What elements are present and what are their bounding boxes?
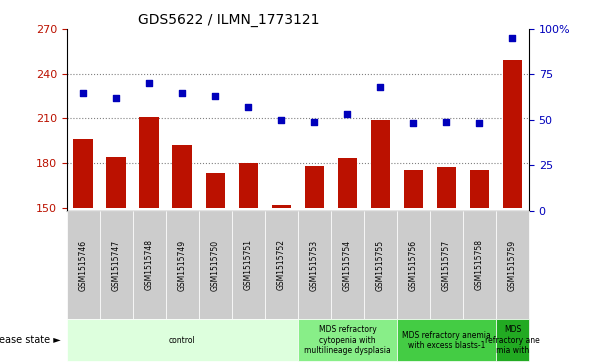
Bar: [238, 163, 258, 208]
Text: GSM1515749: GSM1515749: [178, 240, 187, 290]
Point: [309, 119, 319, 125]
Point: [376, 84, 385, 90]
Point: [277, 117, 286, 123]
Point: [342, 111, 352, 117]
Text: GSM1515748: GSM1515748: [145, 240, 154, 290]
Text: MDS
refractory ane
mia with: MDS refractory ane mia with: [485, 325, 540, 355]
Point: [475, 121, 485, 126]
Point: [145, 81, 154, 86]
Bar: [272, 205, 291, 208]
Bar: [305, 166, 324, 208]
Bar: [173, 145, 192, 208]
Point: [244, 104, 254, 110]
Text: GSM1515753: GSM1515753: [310, 240, 319, 290]
Text: disease state ►: disease state ►: [0, 335, 61, 345]
Point: [441, 119, 451, 125]
Text: control: control: [169, 336, 196, 345]
Text: MDS refractory
cytopenia with
multilineage dysplasia: MDS refractory cytopenia with multilinea…: [304, 325, 391, 355]
Text: GSM1515746: GSM1515746: [79, 240, 88, 290]
Text: GSM1515751: GSM1515751: [244, 240, 253, 290]
Bar: [469, 170, 489, 208]
Bar: [337, 159, 358, 208]
Text: GSM1515759: GSM1515759: [508, 240, 517, 290]
Text: GSM1515747: GSM1515747: [112, 240, 121, 290]
Text: GSM1515752: GSM1515752: [277, 240, 286, 290]
Point: [178, 90, 187, 95]
Bar: [106, 157, 126, 208]
Point: [210, 93, 220, 99]
Title: GDS5622 / ILMN_1773121: GDS5622 / ILMN_1773121: [138, 13, 319, 26]
Bar: [370, 120, 390, 208]
Text: GSM1515755: GSM1515755: [376, 240, 385, 290]
Text: GSM1515758: GSM1515758: [475, 240, 484, 290]
Point: [409, 121, 418, 126]
Point: [78, 90, 88, 95]
Text: GSM1515750: GSM1515750: [211, 240, 220, 290]
Bar: [404, 170, 423, 208]
Bar: [206, 174, 226, 208]
Point: [508, 35, 517, 41]
Bar: [139, 117, 159, 208]
Bar: [437, 167, 457, 208]
Bar: [74, 139, 93, 208]
Point: [111, 95, 121, 101]
Text: GSM1515756: GSM1515756: [409, 240, 418, 290]
Text: GSM1515754: GSM1515754: [343, 240, 352, 290]
Text: MDS refractory anemia
with excess blasts-1: MDS refractory anemia with excess blasts…: [402, 331, 491, 350]
Bar: [503, 60, 522, 208]
Text: GSM1515757: GSM1515757: [442, 240, 451, 290]
